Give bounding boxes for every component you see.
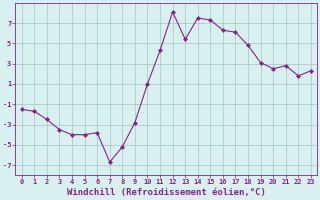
X-axis label: Windchill (Refroidissement éolien,°C): Windchill (Refroidissement éolien,°C) <box>67 188 266 197</box>
